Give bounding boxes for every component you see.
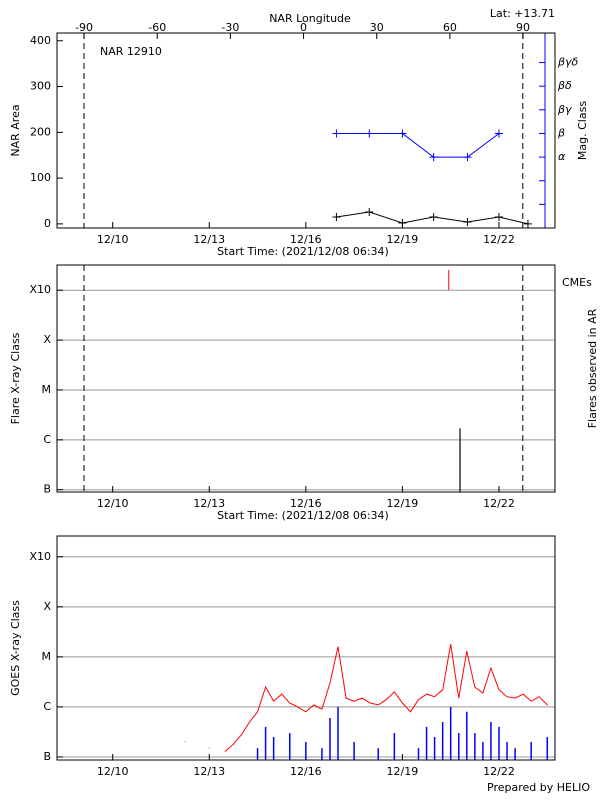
plus-marker xyxy=(494,213,503,222)
y-tick-label: C xyxy=(43,433,51,446)
plus-marker xyxy=(332,213,341,222)
plus-marker xyxy=(494,129,503,138)
x-tick-label: 12/16 xyxy=(290,765,322,778)
plus-marker xyxy=(398,218,407,227)
y-tick-label: X xyxy=(43,333,51,346)
x2-tick-label: 60 xyxy=(443,21,457,34)
y-axis-label: Flare X-ray Class xyxy=(9,332,22,424)
plot-frame xyxy=(56,535,556,761)
y-tick-label: C xyxy=(43,700,51,713)
y-tick-label: 200 xyxy=(30,125,51,138)
plus-marker xyxy=(463,153,472,162)
y-axis-label: GOES X-ray Class xyxy=(9,600,22,696)
y-tick-label: 100 xyxy=(30,171,51,184)
y-tick-label: B xyxy=(43,483,51,496)
x-tick-label: 12/13 xyxy=(193,497,225,510)
y2-tick-label: β xyxy=(557,126,565,139)
x2-tick-label: -30 xyxy=(221,21,239,34)
x-tick-label: 12/22 xyxy=(483,497,515,510)
y2-tick-label: βδ xyxy=(557,79,572,92)
x2-tick-label: -60 xyxy=(148,21,166,34)
x-tick-label: 12/19 xyxy=(387,765,419,778)
x-axis-label: Start Time: (2021/12/08 06:34) xyxy=(217,245,389,258)
plus-marker xyxy=(332,129,341,138)
plus-marker xyxy=(365,129,374,138)
series-line xyxy=(184,644,548,752)
y-tick-label: M xyxy=(42,383,52,396)
plus-marker xyxy=(523,219,532,228)
x-tick-label: 12/13 xyxy=(193,233,225,246)
plus-marker xyxy=(429,213,438,222)
x2-tick-label: 90 xyxy=(516,21,530,34)
x-tick-label: 12/22 xyxy=(483,765,515,778)
plus-marker xyxy=(429,153,438,162)
latitude-label: Lat: +13.71 xyxy=(490,7,555,20)
x2-tick-label: -90 xyxy=(75,21,93,34)
y-tick-label: X10 xyxy=(29,550,51,563)
x-tick-label: 12/10 xyxy=(97,765,129,778)
plus-marker xyxy=(398,129,407,138)
y-tick-label: 0 xyxy=(44,217,51,230)
x2-tick-label: 30 xyxy=(370,21,384,34)
y-axis-label: NAR Area xyxy=(9,104,22,156)
x-tick-label: 12/16 xyxy=(290,233,322,246)
x-tick-label: 12/22 xyxy=(483,233,515,246)
x-tick-label: 12/10 xyxy=(97,233,129,246)
y2-axis-label: Mag. Class xyxy=(576,101,589,160)
y-tick-label: X10 xyxy=(29,283,51,296)
x-tick-label: 12/19 xyxy=(387,497,419,510)
x-tick-label: 12/16 xyxy=(290,497,322,510)
plot-frame xyxy=(56,264,556,493)
y2-tick-label: βγ xyxy=(557,103,572,116)
x2-tick-label: 0 xyxy=(300,21,307,34)
y-tick-label: M xyxy=(42,650,52,663)
y2-tick-label: α xyxy=(558,150,566,163)
y-tick-label: 400 xyxy=(30,34,51,47)
x-tick-label: 12/10 xyxy=(97,497,129,510)
y2-axis-label: Flares observed in AR xyxy=(586,308,599,428)
y-tick-label: X xyxy=(43,600,51,613)
series-line xyxy=(335,133,500,158)
plus-marker xyxy=(463,218,472,227)
x-tick-label: 12/13 xyxy=(193,765,225,778)
cme-label: CMEs xyxy=(562,276,592,289)
x2-axis-label: NAR Longitude xyxy=(269,12,351,25)
x-axis-label: Start Time: (2021/12/08 06:34) xyxy=(217,509,389,522)
x-tick-label: 12/19 xyxy=(387,233,419,246)
footer-credit: Prepared by HELIO xyxy=(487,781,590,794)
y-tick-label: 300 xyxy=(30,80,51,93)
plus-marker xyxy=(365,207,374,216)
y2-tick-label: βγδ xyxy=(557,56,579,69)
y-tick-label: B xyxy=(43,750,51,763)
panel-title: NAR 12910 xyxy=(100,45,162,58)
plot-frame xyxy=(56,32,556,229)
